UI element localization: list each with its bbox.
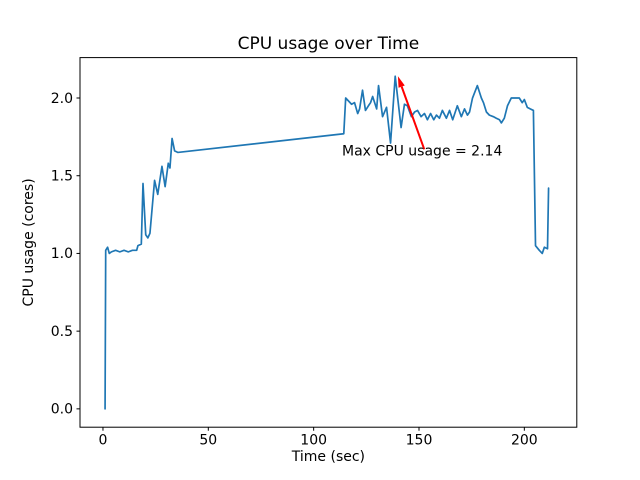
y-tick-label: 2.0 bbox=[51, 91, 73, 107]
y-tick-label: 1.0 bbox=[51, 246, 73, 262]
x-axis: 0 50 100 150 200 bbox=[99, 427, 538, 449]
y-axis: 0.0 0.5 1.0 1.5 2.0 bbox=[51, 91, 80, 418]
y-tick-label: 0.5 bbox=[51, 324, 73, 340]
cpu-usage-line bbox=[104, 75, 550, 410]
max-annotation-text: Max CPU usage = 2.14 bbox=[342, 144, 502, 160]
x-tick-label: 150 bbox=[406, 433, 433, 449]
x-tick-label: 50 bbox=[199, 433, 217, 449]
x-tick-label: 0 bbox=[99, 433, 108, 449]
arrow-head-icon bbox=[397, 76, 405, 88]
y-tick-label: 1.5 bbox=[51, 169, 73, 185]
x-axis-label: Time (sec) bbox=[291, 449, 365, 465]
chart-title: CPU usage over Time bbox=[238, 34, 420, 54]
plot-area-border bbox=[79, 57, 578, 428]
x-tick-label: 100 bbox=[300, 433, 327, 449]
y-axis-label: CPU usage (cores) bbox=[21, 178, 37, 306]
arrow-shaft bbox=[400, 86, 426, 150]
annotation-arrow-icon bbox=[397, 76, 426, 150]
x-tick-label: 200 bbox=[511, 433, 538, 449]
y-tick-label: 0.0 bbox=[51, 402, 73, 418]
